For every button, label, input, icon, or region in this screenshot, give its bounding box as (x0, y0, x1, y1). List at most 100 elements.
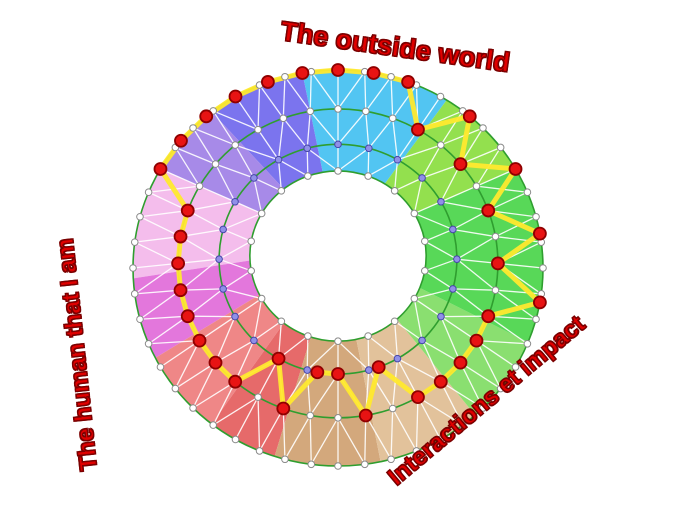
node (436, 435, 445, 444)
mesh-line (215, 339, 255, 364)
node (393, 155, 402, 164)
mesh-line (192, 127, 236, 146)
nodes-layer (129, 63, 547, 470)
red-node (310, 365, 325, 380)
mesh-line (309, 71, 312, 112)
mesh-line (218, 258, 252, 272)
mesh-line (215, 163, 255, 179)
mesh-line (212, 110, 236, 146)
node (393, 354, 402, 363)
node (458, 421, 467, 429)
red-node (371, 360, 386, 374)
mesh-line (365, 415, 392, 460)
mesh-line (397, 358, 442, 383)
mesh-line (421, 144, 442, 179)
sector-light-pink (133, 169, 262, 279)
node (156, 363, 165, 371)
mesh-line (397, 144, 441, 161)
node (211, 160, 220, 168)
mesh-line (459, 127, 484, 165)
mesh-line (160, 340, 200, 368)
node (334, 462, 342, 470)
node (479, 124, 487, 132)
mesh-line (368, 369, 394, 409)
mesh-line (134, 241, 179, 264)
mesh-line (199, 316, 236, 342)
node (144, 188, 153, 197)
node (387, 455, 395, 464)
mesh-line (367, 148, 370, 177)
node (254, 125, 262, 134)
node (532, 212, 540, 221)
node (421, 237, 429, 246)
node (436, 92, 445, 101)
red-node (411, 390, 425, 405)
red-node (276, 401, 291, 416)
mesh-line (278, 159, 309, 177)
red-node (173, 229, 188, 244)
node (144, 339, 153, 348)
mesh-line (282, 76, 286, 119)
node (360, 460, 369, 469)
mesh-line (456, 236, 496, 260)
mesh-line (180, 236, 220, 260)
mesh-line (234, 298, 263, 318)
node (307, 460, 316, 469)
mesh-line (459, 362, 484, 409)
mesh-line (421, 339, 461, 364)
mesh-line (222, 288, 262, 300)
red-node (481, 203, 496, 218)
red-node (295, 66, 310, 80)
red-node (208, 355, 223, 370)
mesh-line (440, 316, 477, 342)
mesh-line (475, 340, 502, 389)
red-node (462, 109, 477, 124)
mesh-line (257, 85, 261, 130)
mesh-line (139, 315, 188, 320)
red-node (171, 256, 186, 271)
node (304, 332, 312, 340)
mesh-line (309, 110, 339, 145)
red-node (173, 283, 188, 298)
mesh-line (392, 358, 399, 409)
mesh-line (452, 228, 496, 238)
mesh-line (392, 118, 399, 160)
mesh-line (257, 129, 280, 161)
mesh-line (253, 320, 282, 341)
mesh-line (392, 408, 418, 452)
mesh-line (132, 262, 179, 269)
node (436, 141, 445, 149)
mesh-line (476, 168, 516, 187)
node (257, 209, 266, 218)
mesh-line (424, 240, 458, 260)
node (219, 225, 227, 234)
red-node (433, 374, 448, 389)
mesh-line (337, 340, 370, 371)
mesh-line (488, 315, 537, 320)
node (247, 267, 255, 275)
node (437, 312, 445, 321)
mesh-line (396, 358, 419, 398)
node (437, 197, 445, 206)
mesh-line (257, 358, 280, 398)
mesh-line (440, 163, 462, 203)
mesh-line (440, 185, 477, 203)
mesh-line (310, 71, 339, 110)
mesh-line (365, 76, 392, 112)
red-node (358, 408, 373, 423)
node (306, 107, 315, 116)
mesh-line (253, 177, 263, 214)
node (453, 255, 461, 263)
node (418, 336, 426, 345)
mesh-line (139, 216, 181, 238)
red-node (331, 367, 345, 381)
mesh-line (337, 110, 367, 145)
mesh-line (440, 381, 484, 409)
red-node (532, 295, 547, 310)
red-node (180, 203, 195, 218)
mesh-line (282, 117, 308, 149)
mesh-line (253, 298, 263, 341)
node (449, 285, 457, 293)
mesh-line (212, 381, 236, 426)
